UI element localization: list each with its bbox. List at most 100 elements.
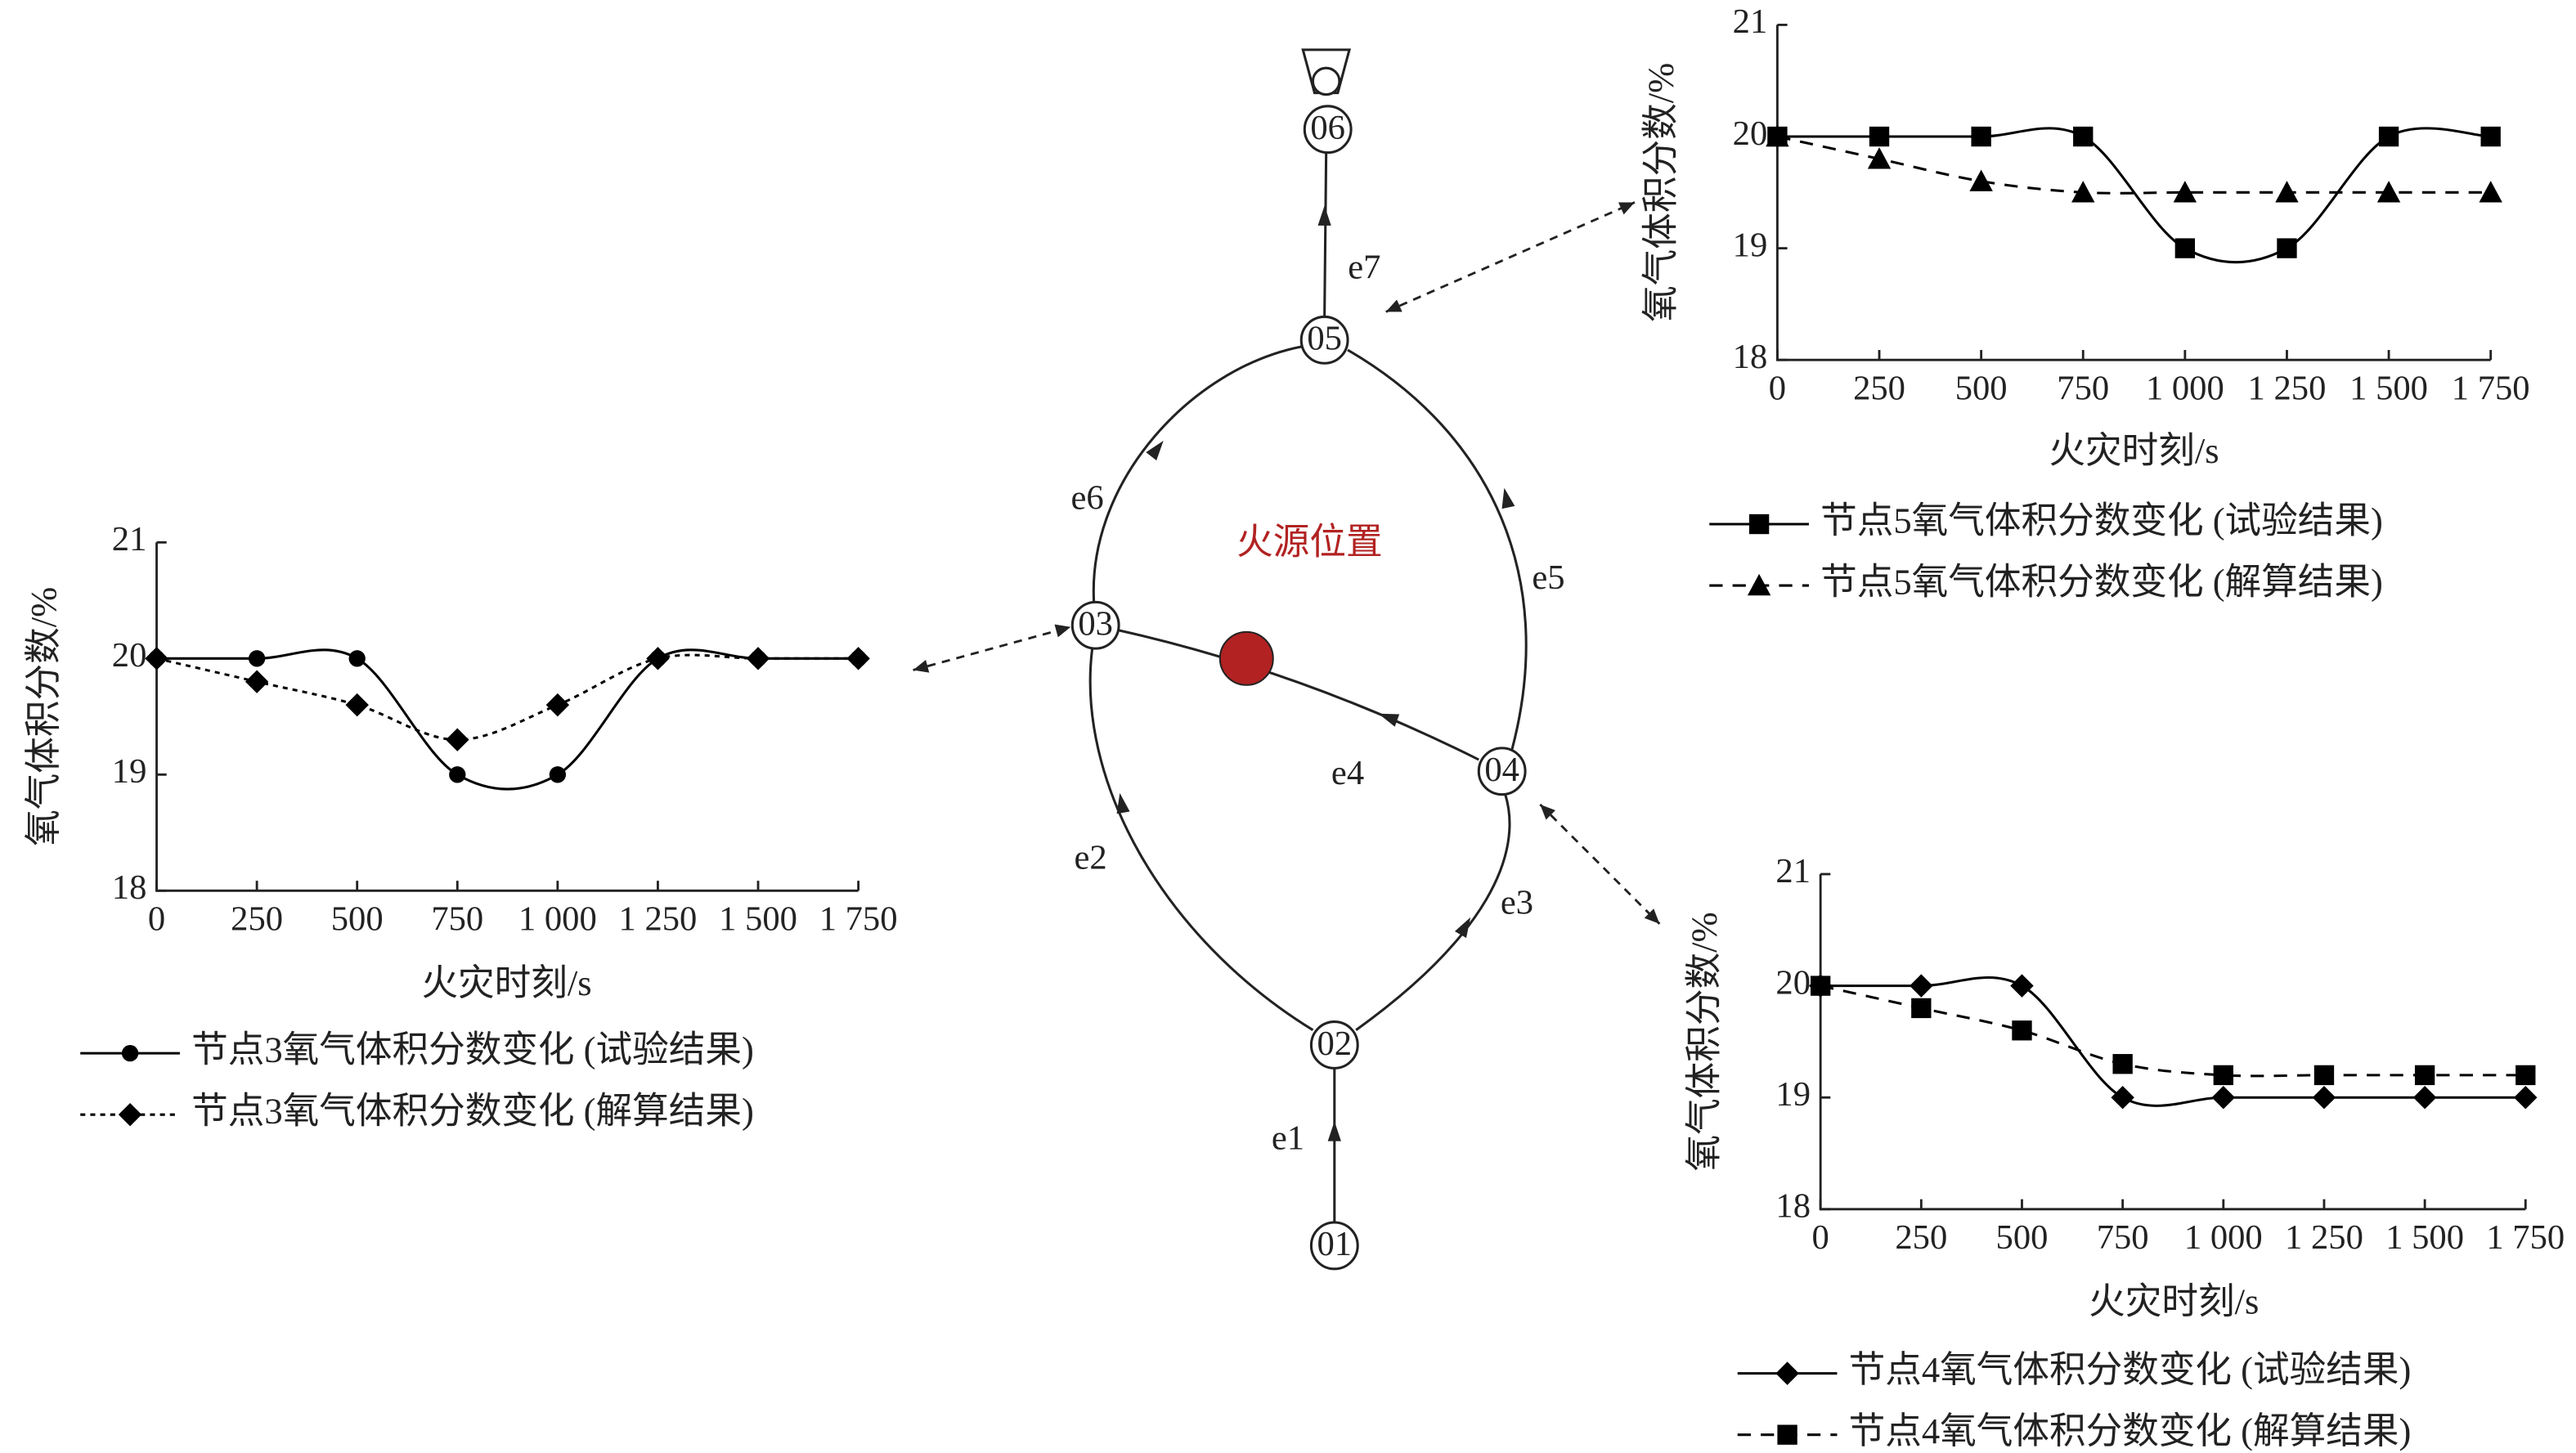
node-label: 06 (1310, 109, 1345, 147)
legend-marker (121, 1044, 139, 1062)
x-tick-label: 1 750 (819, 900, 898, 939)
x-tick-label: 1 500 (2349, 370, 2428, 408)
x-tick-label: 500 (331, 900, 384, 939)
data-point (248, 650, 266, 667)
edge-label: e6 (1070, 478, 1103, 517)
data-point (2012, 1020, 2032, 1041)
node (1309, 1020, 1359, 1070)
data-point (2412, 1086, 2437, 1110)
data-point (2277, 238, 2297, 258)
data-point (1911, 998, 1932, 1019)
legend-label: 节点5氧气体积分数变化 (试验结果) (1820, 500, 2383, 540)
data-point (1910, 974, 1933, 998)
edge-label: e4 (1331, 754, 1364, 792)
arrow (1385, 299, 1402, 312)
edge-label: e5 (1532, 558, 1564, 597)
link-heads (913, 202, 1660, 924)
axis-line (1819, 874, 2526, 1211)
node-label: 03 (1078, 605, 1113, 644)
x-tick-label: 1 250 (619, 900, 698, 939)
legend-marker (1775, 1361, 1799, 1385)
data-point (2174, 238, 2196, 258)
legend-label: 节点4氧气体积分数变化 (解算结果) (1849, 1410, 2412, 1451)
x-tick-label: 1 000 (518, 900, 597, 939)
edge-arrows (1116, 205, 1515, 1141)
arrow (1116, 792, 1130, 814)
y-tick-label: 21 (112, 520, 147, 558)
data-point (2313, 1065, 2335, 1086)
y-tick-label: 21 (1733, 2, 1768, 41)
data-point (449, 766, 466, 783)
y-tick-label: 18 (1775, 1187, 1811, 1226)
y-axis-label: 氧气体积分数/% (23, 587, 64, 846)
node (1299, 315, 1349, 365)
data-point (2275, 181, 2299, 203)
data-point (2071, 181, 2095, 203)
series-line (1820, 984, 2526, 1078)
data-point (1969, 169, 1993, 191)
data-point (2376, 181, 2401, 203)
data-point (545, 693, 570, 717)
link-arrow (913, 626, 1071, 671)
charts: 18 19 20 21 0 250 500 750 1 000 1 250 1 500 1 750 氧气… (23, 2, 2565, 1451)
y-tick-label: 20 (112, 636, 147, 675)
node-label: 01 (1317, 1225, 1353, 1263)
edge-line (1355, 794, 1511, 1031)
x-tick-label: 1 500 (2385, 1218, 2464, 1257)
x-tick-label: 750 (2097, 1218, 2149, 1257)
arrow (1501, 487, 1515, 509)
data-point (646, 647, 670, 670)
edge-label: e2 (1075, 839, 1107, 877)
link-arrow (1539, 803, 1661, 925)
x-tick-label: 0 (1769, 370, 1786, 408)
edge-label: e3 (1501, 883, 1533, 922)
legend-label: 节点4氧气体积分数变化 (试验结果) (1849, 1349, 2412, 1390)
legend-marker (1748, 513, 1770, 535)
x-tick-label: 250 (231, 900, 283, 939)
legend-label: 节点5氧气体积分数变化 (解算结果) (1820, 561, 2383, 602)
arrow (1618, 202, 1635, 215)
x-tick-label: 0 (148, 900, 165, 939)
edge-line (1092, 345, 1302, 603)
legend-marker (1747, 573, 1771, 596)
series-line (156, 653, 859, 742)
x-tick-label: 250 (1895, 1218, 1947, 1257)
series-line (156, 648, 859, 791)
data-point (2112, 1054, 2133, 1074)
series-line (1777, 135, 2491, 195)
x-tick-label: 500 (1996, 1218, 2049, 1257)
x-tick-label: 1 000 (2146, 370, 2224, 408)
x-tick-label: 0 (1812, 1218, 1829, 1257)
data-point (2073, 126, 2094, 147)
data-point (2213, 1065, 2233, 1086)
node (1477, 747, 1527, 796)
y-tick-label: 19 (112, 752, 147, 791)
outlet-symbol (1311, 66, 1341, 96)
axis-line (155, 542, 859, 892)
node (1070, 600, 1120, 650)
data-point (2312, 1086, 2336, 1110)
arrow (913, 659, 930, 673)
edge-label: e7 (1348, 248, 1380, 286)
y-tick-label: 19 (1733, 226, 1768, 264)
data-point (846, 647, 870, 670)
x-tick-label: 750 (2057, 370, 2109, 408)
arrow (1317, 205, 1331, 226)
data-point (245, 670, 269, 693)
x-axis-label: 火灾时刻/s (2049, 430, 2219, 471)
network: 01 02 03 04 05 06 e1 e2 e3 e4 e5 e6 e7 火… (913, 48, 1661, 1271)
x-tick-label: 1 250 (2285, 1218, 2363, 1257)
series-line (1777, 127, 2491, 264)
arrow (1378, 713, 1400, 727)
y-axis-label: 氧气体积分数/% (1683, 912, 1724, 1171)
data-point (2173, 181, 2197, 203)
fire-source (1218, 630, 1274, 686)
data-point (2514, 1086, 2538, 1110)
data-point (1766, 124, 1789, 147)
y-tick-label: 20 (1775, 963, 1811, 1002)
y-tick-label: 20 (1733, 114, 1768, 153)
edge-label: e1 (1272, 1119, 1304, 1157)
data-point (2480, 126, 2501, 147)
data-point (1810, 975, 1831, 996)
y-tick-label: 21 (1775, 852, 1811, 890)
